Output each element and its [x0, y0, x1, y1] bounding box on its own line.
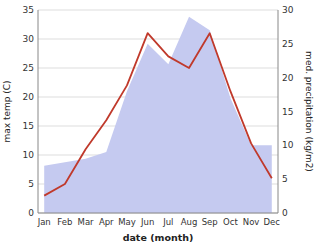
y-tick-label: 5 [28, 179, 34, 189]
y-tick-label: 15 [23, 121, 34, 131]
x-tick-label: Feb [57, 217, 72, 227]
y-tick-label: 35 [23, 5, 34, 15]
chart: 0 5 10 15 20 25 30 35 0 5 10 15 20 25 30 Jan Feb Mar Apr Ma… [0, 0, 318, 247]
y-tick-label: 0 [28, 208, 34, 218]
y-axis-line [38, 10, 39, 213]
axes: 0 5 10 15 20 25 30 35 0 5 10 15 20 25 30 Jan Feb Mar Apr Ma… [23, 5, 294, 227]
y-axis-label: max temp (C) [2, 80, 12, 142]
grid-line [38, 39, 278, 40]
y2-tick-label: 25 [282, 39, 293, 49]
y2-tick-label: 15 [282, 107, 293, 117]
y2-axis-label: med. precipitation (kg/m2) [304, 51, 314, 172]
y-tick-label: 30 [23, 34, 35, 44]
y-tick-label: 10 [23, 150, 35, 160]
grid-line [38, 213, 278, 214]
x-tick-label: May [118, 217, 136, 227]
x-tick-label: Jul [162, 217, 173, 227]
x-tick-label: Jun [140, 217, 154, 227]
y2-tick-label: 30 [282, 5, 294, 15]
grid [38, 10, 278, 213]
y2-tick-label: 5 [282, 174, 288, 184]
x-tick-label: Sep [202, 217, 218, 227]
grid-line [38, 10, 278, 11]
precipitation-area [44, 17, 272, 213]
x-tick-label: Dec [264, 217, 281, 227]
data [44, 17, 272, 213]
y2-axis-line [278, 10, 279, 213]
x-tick-label: Apr [99, 217, 114, 227]
x-axis-line [38, 213, 278, 214]
temperature-line [44, 33, 272, 195]
x-tick-label: Oct [223, 217, 238, 227]
y2-tick-label: 0 [282, 208, 288, 218]
x-tick-label: Aug [181, 217, 198, 227]
x-tick-label: Nov [243, 217, 260, 227]
x-tick-label: Jan [37, 217, 51, 227]
y-tick-label: 25 [23, 63, 34, 73]
y2-tick-label: 20 [282, 73, 294, 83]
y-tick-label: 20 [23, 92, 35, 102]
x-tick-label: Mar [78, 217, 95, 227]
y2-tick-label: 10 [282, 140, 294, 150]
x-axis-label: date (month) [123, 232, 194, 243]
